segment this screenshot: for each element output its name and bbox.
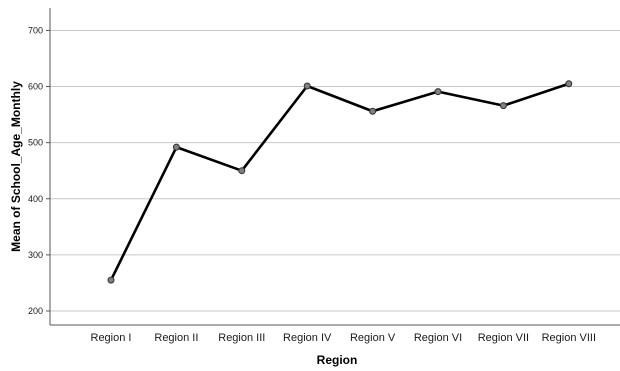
x-tick-label: Region V: [350, 332, 396, 344]
x-tick-label: Region IV: [283, 332, 332, 344]
x-tick-label: Region II: [154, 332, 198, 344]
x-tick-label: Region VIII: [542, 332, 596, 344]
y-tick-label-600: 600: [28, 82, 43, 92]
data-point: [369, 107, 377, 115]
grid-layer: [46, 29, 620, 312]
y-tick-label-200: 200: [28, 306, 43, 316]
y-tick-label-500: 500: [28, 138, 43, 148]
data-point: [172, 143, 180, 151]
y-axis-title: Mean of School_Age_Monthly: [9, 81, 23, 252]
data-point: [107, 276, 115, 284]
x-tick-label: Region I: [91, 332, 132, 344]
data-point: [434, 88, 442, 96]
x-tick-label: Region VII: [478, 332, 529, 344]
data-point: [499, 102, 507, 110]
y-tick-label-700: 700: [28, 25, 43, 35]
x-tick-label: Region III: [218, 332, 265, 344]
axis-layer: [49, 8, 620, 326]
label-layer: 200 300 400 500 600 700 Region I Region II Regio…: [28, 25, 596, 344]
series-layer: [107, 80, 573, 284]
y-tick-label-400: 400: [28, 194, 43, 204]
y-tick-label-300: 300: [28, 250, 43, 260]
data-point: [565, 80, 573, 88]
data-point: [238, 167, 246, 175]
x-axis-title: Region: [317, 353, 358, 367]
data-point: [303, 82, 311, 90]
series-line: [109, 82, 571, 282]
x-tick-label: Region VI: [414, 332, 462, 344]
